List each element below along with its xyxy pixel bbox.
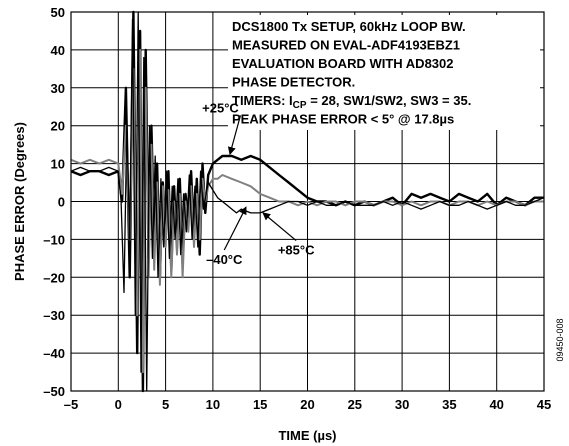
x-tick-label: 35 <box>442 397 456 412</box>
x-tick-label: 40 <box>489 397 503 412</box>
plot-frame <box>70 11 545 392</box>
y-tick-label: 20 <box>51 119 65 134</box>
annotation-arrow <box>223 206 247 251</box>
y-tick-label: –40 <box>43 346 65 361</box>
x-tick-label: 45 <box>537 397 551 412</box>
y-tick-label: 40 <box>51 43 65 58</box>
x-tick-label: 0 <box>115 397 122 412</box>
y-axis-label: PHASE ERROR (Degrees) <box>12 122 27 281</box>
series-annotations: +25°C –40°C +85°C <box>202 100 315 267</box>
y-tick-label: 0 <box>58 195 65 210</box>
x-tick-label: 30 <box>395 397 409 412</box>
x-tick-label: –5 <box>64 397 78 412</box>
series-line <box>70 48 544 374</box>
setup-note-line-4: PHASE DETECTOR. <box>232 75 355 90</box>
peak-error-note: PEAK PHASE ERROR < 5° @ 17.8µs <box>232 112 454 127</box>
y-tick-label: 10 <box>51 157 65 172</box>
timers-note-subscript: CP <box>293 100 307 111</box>
series-annotation: +85°C <box>278 243 315 258</box>
setup-note-line-3: EVALUATION BOARD WITH AD8302 <box>232 56 454 71</box>
y-tick-label: –10 <box>43 232 65 247</box>
x-tick-label: 5 <box>162 397 169 412</box>
notes-background <box>228 15 540 130</box>
timers-note-prefix: TIMERS: I <box>232 93 293 108</box>
x-tick-label: 25 <box>348 397 362 412</box>
figure-id: 09450-008 <box>555 318 565 361</box>
y-tick-label: –20 <box>43 270 65 285</box>
y-tick-label: 50 <box>51 5 65 20</box>
x-axis-label: TIME (µs) <box>278 428 336 443</box>
annotation-arrow <box>227 115 242 156</box>
y-tick-labels: 50 40 30 20 10 0 –10 –20 –30 –40 –50 <box>43 5 65 399</box>
x-tick-label: 15 <box>253 397 267 412</box>
series-annotation: –40°C <box>206 252 243 267</box>
timers-note: TIMERS: ICP = 28, SW1/SW2, SW3 = 35. <box>232 93 471 111</box>
setup-note-line-2: MEASURED ON EVAL-ADF4193EBZ1 <box>232 38 460 53</box>
series-annotation: +25°C <box>202 100 239 115</box>
timers-note-suffix: = 28, SW1/SW2, SW3 = 35. <box>307 93 472 108</box>
y-tick-label: –30 <box>43 308 65 323</box>
y-tick-label: –50 <box>43 384 65 399</box>
y-tick-label: 30 <box>51 81 65 96</box>
series-line <box>70 11 545 392</box>
annotation-arrow <box>262 212 297 242</box>
x-tick-labels: –5 0 5 10 15 20 25 30 35 40 45 <box>64 397 551 412</box>
x-tick-label: 20 <box>300 397 314 412</box>
setup-note-line-1: DCS1800 Tx SETUP, 60kHz LOOP BW. <box>232 19 466 34</box>
x-tick-label: 10 <box>206 397 220 412</box>
